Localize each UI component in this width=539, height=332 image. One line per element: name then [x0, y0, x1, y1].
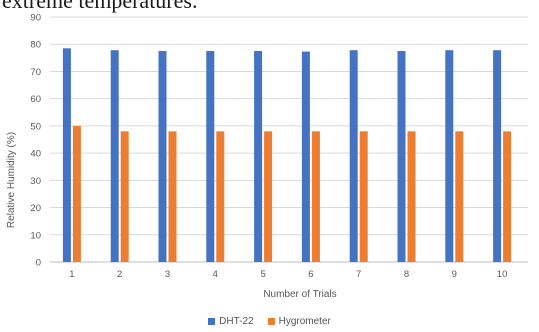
x-tick-label: 7	[356, 269, 361, 280]
x-tick-label: 6	[308, 269, 313, 280]
y-tick-label: 20	[30, 203, 41, 214]
legend-label-hygrometer: Hygrometer	[278, 316, 331, 327]
y-axis-label: Relative Humidity (%)	[6, 132, 17, 228]
y-tick-label: 80	[30, 40, 41, 51]
x-tick-label: 5	[260, 269, 265, 280]
y-tick-label: 90	[30, 13, 41, 24]
y-tick-label: 60	[30, 94, 41, 105]
x-tick-label: 1	[69, 269, 74, 280]
bars	[62, 48, 512, 263]
legend-item-dht22: DHT-22	[208, 316, 254, 327]
y-tick-label: 70	[30, 67, 41, 78]
y-tick-label: 10	[30, 230, 41, 241]
x-tick-label: 10	[497, 269, 508, 280]
legend-item-hygrometer: Hygrometer	[267, 316, 331, 327]
x-tick-label: 3	[165, 269, 170, 280]
bar-dht-22-7	[349, 50, 358, 262]
bar-hygrometer-3	[168, 131, 177, 262]
y-tick-label: 0	[36, 258, 41, 269]
legend: DHT-22 Hygrometer	[0, 316, 539, 327]
legend-label-dht22: DHT-22	[219, 316, 254, 327]
bar-dht-22-8	[397, 51, 406, 263]
x-axis-label: Number of Trials	[263, 289, 336, 300]
bar-hygrometer-5	[264, 131, 273, 262]
bar-hygrometer-4	[216, 131, 225, 262]
bar-dht-22-9	[445, 50, 454, 262]
bar-hygrometer-6	[311, 131, 320, 262]
bar-dht-22-6	[301, 51, 310, 263]
legend-swatch-dht22	[208, 318, 216, 325]
bar-dht-22-1	[62, 48, 71, 262]
bar-hygrometer-2	[120, 131, 129, 262]
document-text-line: extreme temperatures.	[2, 0, 198, 13]
tick-labels: 0 10 20 30 40 50 60 70 80 90 1 2 3 4 5 6 7 8 9 10	[30, 13, 507, 281]
bar-hygrometer-8	[407, 131, 416, 262]
bar-hygrometer-1	[72, 125, 81, 262]
bar-dht-22-2	[110, 50, 119, 262]
bar-dht-22-10	[493, 50, 502, 262]
y-tick-label: 30	[30, 176, 41, 187]
bar-hygrometer-9	[455, 131, 464, 262]
bar-hygrometer-10	[503, 131, 512, 262]
x-tick-label: 4	[213, 269, 218, 280]
x-tick-label: 8	[404, 269, 409, 280]
legend-swatch-hygrometer	[267, 318, 275, 325]
y-tick-label: 50	[30, 121, 41, 132]
bar-dht-22-4	[206, 51, 215, 263]
bar-hygrometer-7	[359, 131, 368, 262]
y-tick-label: 40	[30, 149, 41, 160]
bar-dht-22-3	[158, 51, 167, 263]
bar-dht-22-5	[254, 51, 263, 263]
x-tick-label: 9	[452, 269, 457, 280]
x-tick-label: 2	[117, 269, 122, 280]
